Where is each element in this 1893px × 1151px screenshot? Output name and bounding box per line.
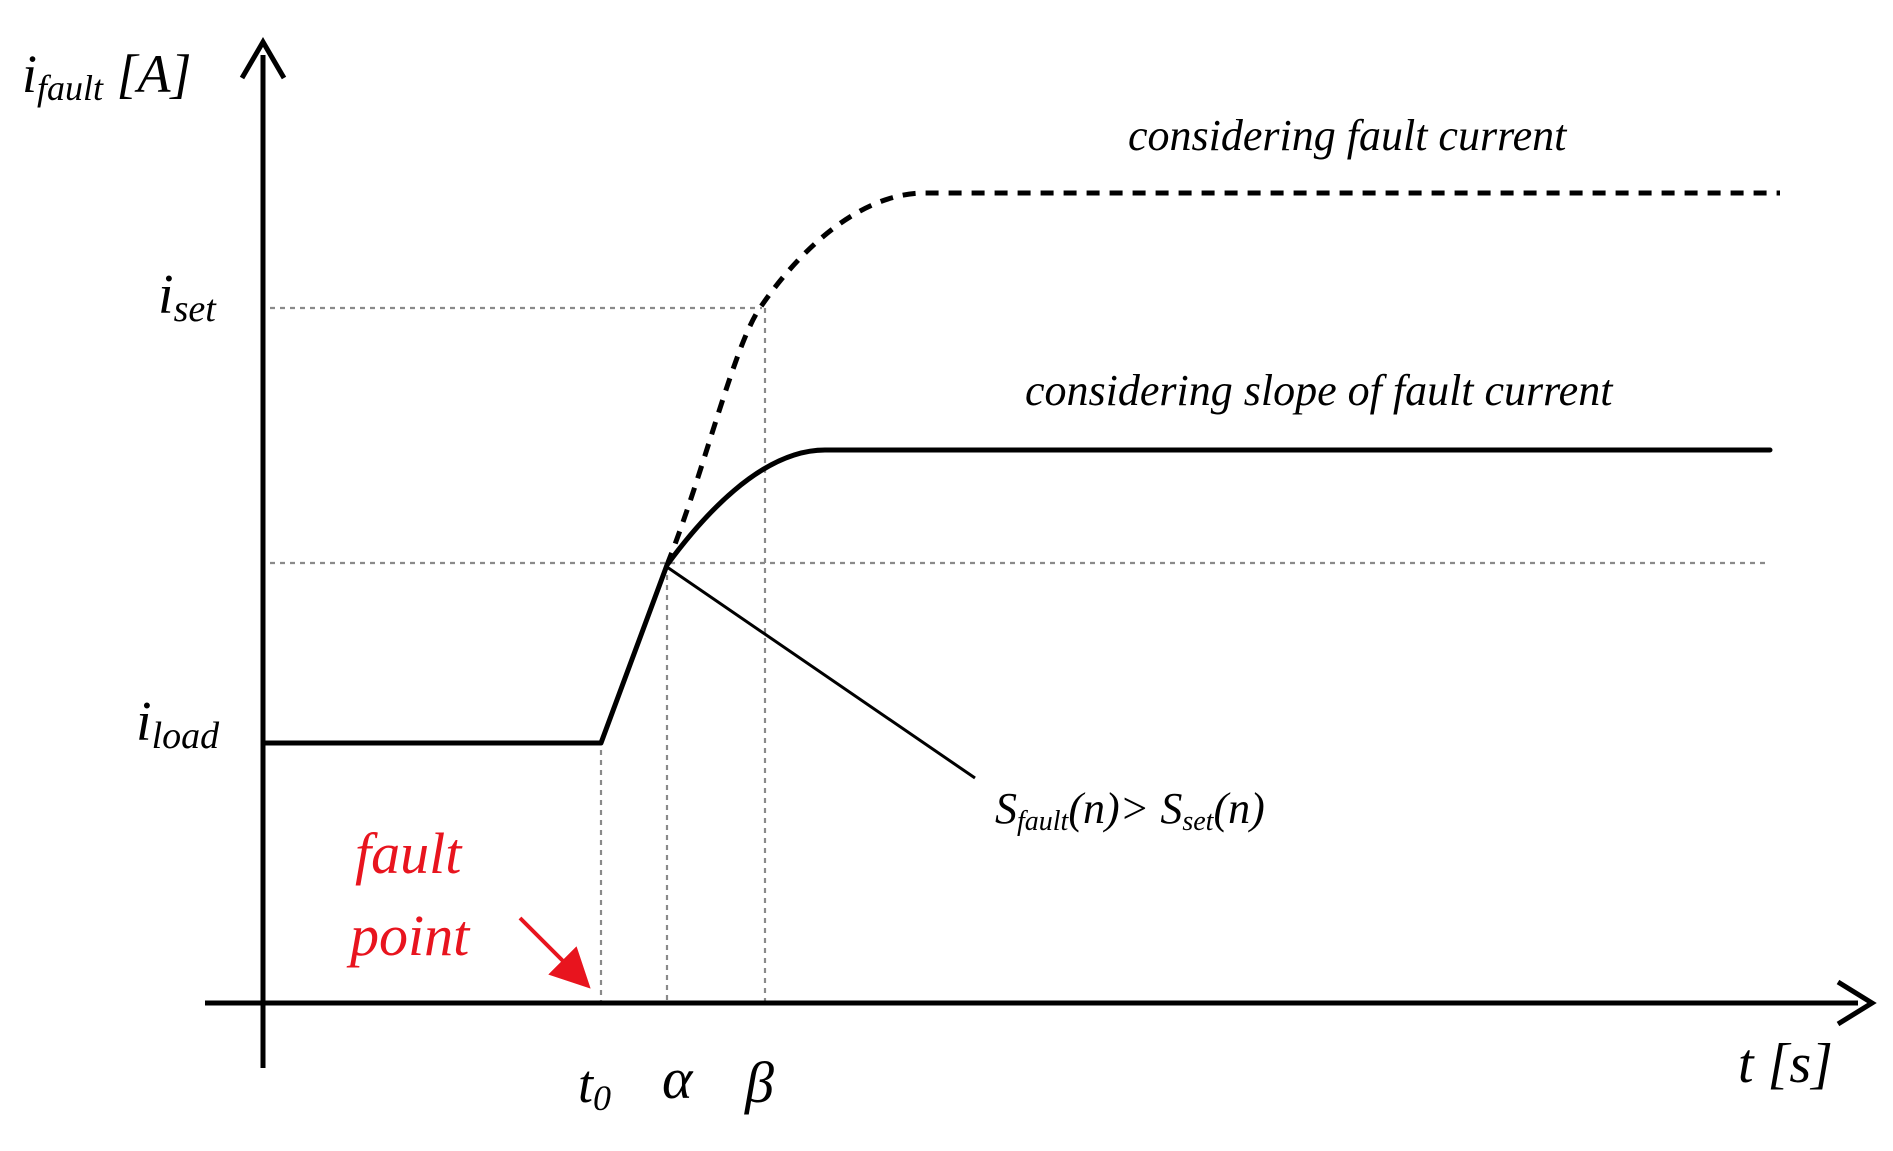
condition-s1: S [995,784,1017,833]
i-load-label: iload [136,691,220,757]
condition-end: (n) [1213,784,1264,833]
condition-mid: (n)> S [1068,784,1182,833]
y-label-main: i [22,44,37,104]
condition-label: Sfault(n)> Sset(n) [995,784,1265,837]
i-set-main: i [158,264,174,326]
i-load-main: i [136,691,152,753]
t0-main: t [578,1054,595,1114]
y-label-unit: [A] [103,44,192,104]
t0-label: t0 [578,1054,611,1118]
alpha-label: α [662,1046,694,1111]
t0-sub: 0 [593,1078,611,1118]
y-label-sub: fault [37,68,104,108]
fault-point-arrow [518,916,591,989]
condition-s2-sub: set [1182,806,1214,837]
fault-current-curve [664,190,1780,566]
x-axis-arrowhead [1836,979,1877,1027]
y-axis-label: ifault [A] [22,44,192,108]
fault-point-label-line1: fault [355,821,463,886]
slope-curve-label: considering slope of fault current [1025,366,1614,415]
fault-current-curve-label: considering fault current [1128,111,1568,160]
beta-label: β [744,1050,774,1115]
slope-fault-current-curve [260,447,1773,746]
i-load-sub: load [152,715,221,757]
i-set-sub: set [174,288,218,330]
y-axis-arrowhead [239,37,287,80]
fault-point-label-line2: point [346,903,471,968]
i-set-label: iset [158,264,217,330]
condition-pointer-line [666,565,976,780]
x-axis-label: t [s] [1738,1033,1833,1095]
condition-s1-sub: fault [1017,806,1070,837]
